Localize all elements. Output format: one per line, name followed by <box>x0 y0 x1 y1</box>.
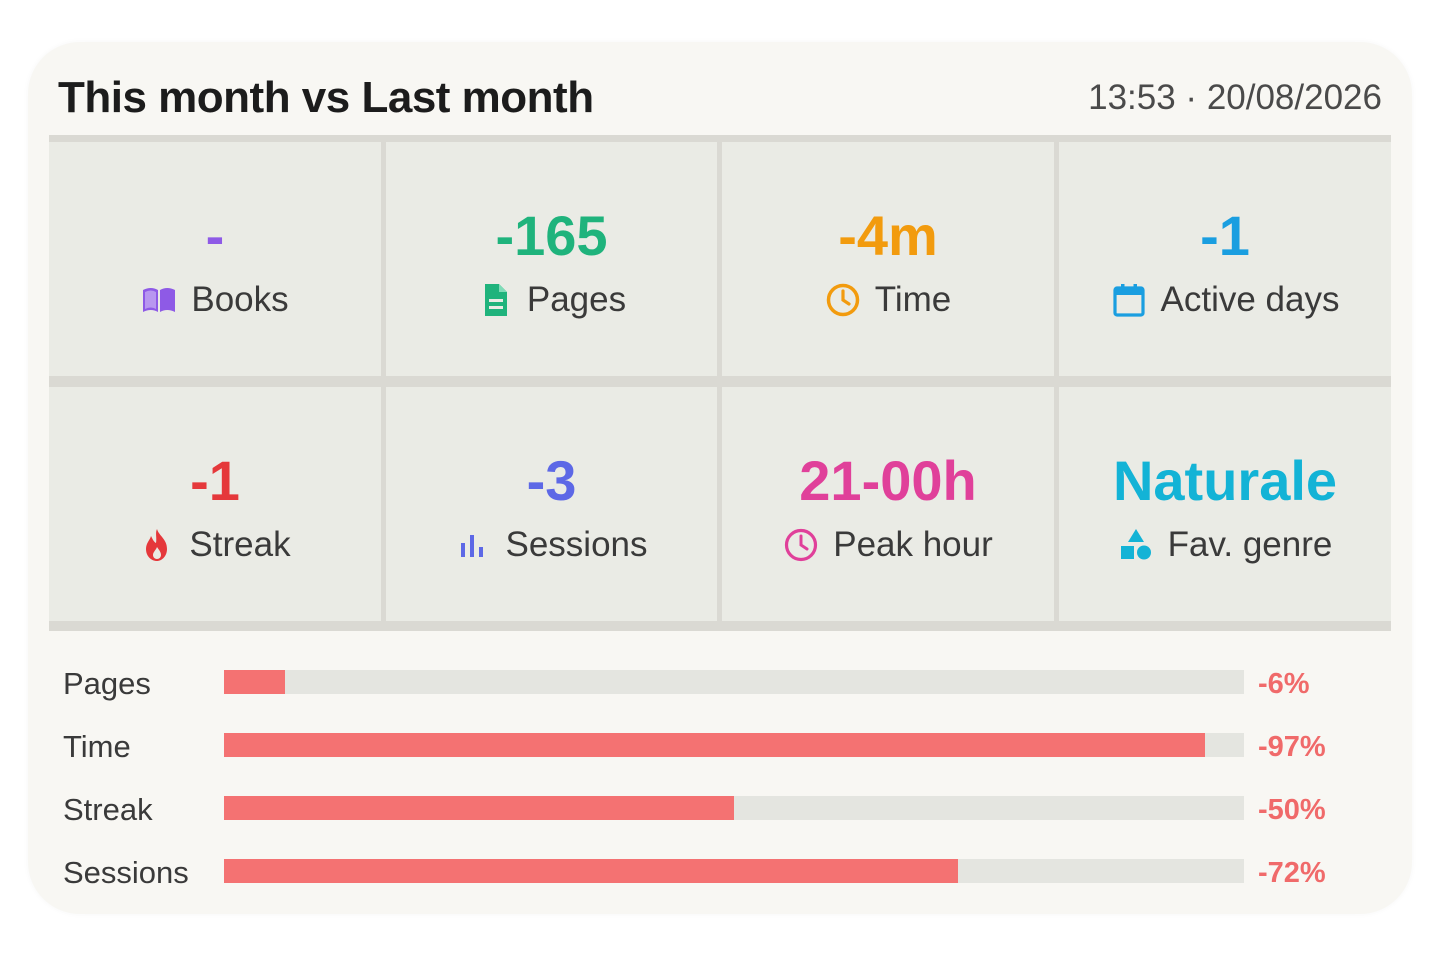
shapes-icon <box>1118 527 1154 563</box>
stat-value-streak: -1 <box>190 449 240 512</box>
stat-cell-books: - Books <box>49 142 381 376</box>
stat-value-pages: -165 <box>495 204 608 267</box>
stat-label-streak: Streak <box>189 525 291 564</box>
stats-grid: - Books -165 Pages -4m <box>49 135 1391 631</box>
bar-row-time: Time -97% <box>63 727 1363 767</box>
bar-label: Time <box>63 729 131 764</box>
bar-chart-icon <box>455 527 491 563</box>
card-header: This month vs Last month 13:53 · 20/08/2… <box>58 70 1384 126</box>
bar-percent: -6% <box>1258 668 1310 700</box>
stat-cell-pages: -165 Pages <box>386 142 717 376</box>
timestamp: 13:53 · 20/08/2026 <box>1088 78 1382 117</box>
stat-value-fav-genre: Naturale <box>1112 449 1338 512</box>
bar-fill <box>224 859 959 883</box>
stat-label-books: Books <box>191 280 289 319</box>
bar-fill <box>224 733 1206 757</box>
book-icon <box>141 282 177 318</box>
stat-cell-fav-genre: Naturale Fav. genre <box>1059 387 1391 621</box>
bar-row-pages: Pages -6% <box>63 664 1363 704</box>
bar-percent: -72% <box>1258 857 1326 889</box>
bar-row-streak: Streak -50% <box>63 790 1363 830</box>
stat-label-sessions: Sessions <box>505 525 648 564</box>
bar-track <box>224 796 1244 820</box>
bar-track <box>224 733 1244 757</box>
document-icon <box>477 282 513 318</box>
bar-fill <box>224 796 734 820</box>
bar-row-sessions: Sessions -72% <box>63 853 1363 893</box>
stat-cell-streak: -1 Streak <box>49 387 381 621</box>
stat-label-time: Time <box>874 280 952 319</box>
stat-value-peak-hour: 21-00h <box>799 449 977 512</box>
clock-icon <box>825 282 861 318</box>
stat-cell-time: -4m Time <box>722 142 1054 376</box>
card-title: This month vs Last month <box>58 73 594 122</box>
calendar-icon <box>1111 282 1147 318</box>
bar-fill <box>224 670 286 694</box>
bar-track <box>224 859 1244 883</box>
bar-label: Sessions <box>63 855 189 890</box>
flame-icon <box>139 527 175 563</box>
stat-cell-peak-hour: 21-00h Peak hour <box>722 387 1054 621</box>
stat-value-books: - <box>205 204 225 267</box>
bar-label: Streak <box>63 792 153 827</box>
stat-label-pages: Pages <box>526 280 627 319</box>
stat-label-active-days: Active days <box>1160 280 1340 319</box>
stat-value-time: -4m <box>838 204 938 267</box>
stat-cell-sessions: -3 Sessions <box>386 387 717 621</box>
stat-label-peak-hour: Peak hour <box>833 525 993 564</box>
bar-percent: -97% <box>1258 731 1326 763</box>
bar-label: Pages <box>63 666 151 701</box>
stat-cell-active-days: -1 Active days <box>1059 142 1391 376</box>
clock-icon <box>783 527 819 563</box>
stat-label-fav-genre: Fav. genre <box>1167 525 1333 564</box>
bar-track <box>224 670 1244 694</box>
bar-percent: -50% <box>1258 794 1326 826</box>
stat-value-sessions: -3 <box>526 449 577 512</box>
comparison-card: This month vs Last month 13:53 · 20/08/2… <box>28 42 1412 914</box>
stat-value-active-days: -1 <box>1200 204 1250 267</box>
